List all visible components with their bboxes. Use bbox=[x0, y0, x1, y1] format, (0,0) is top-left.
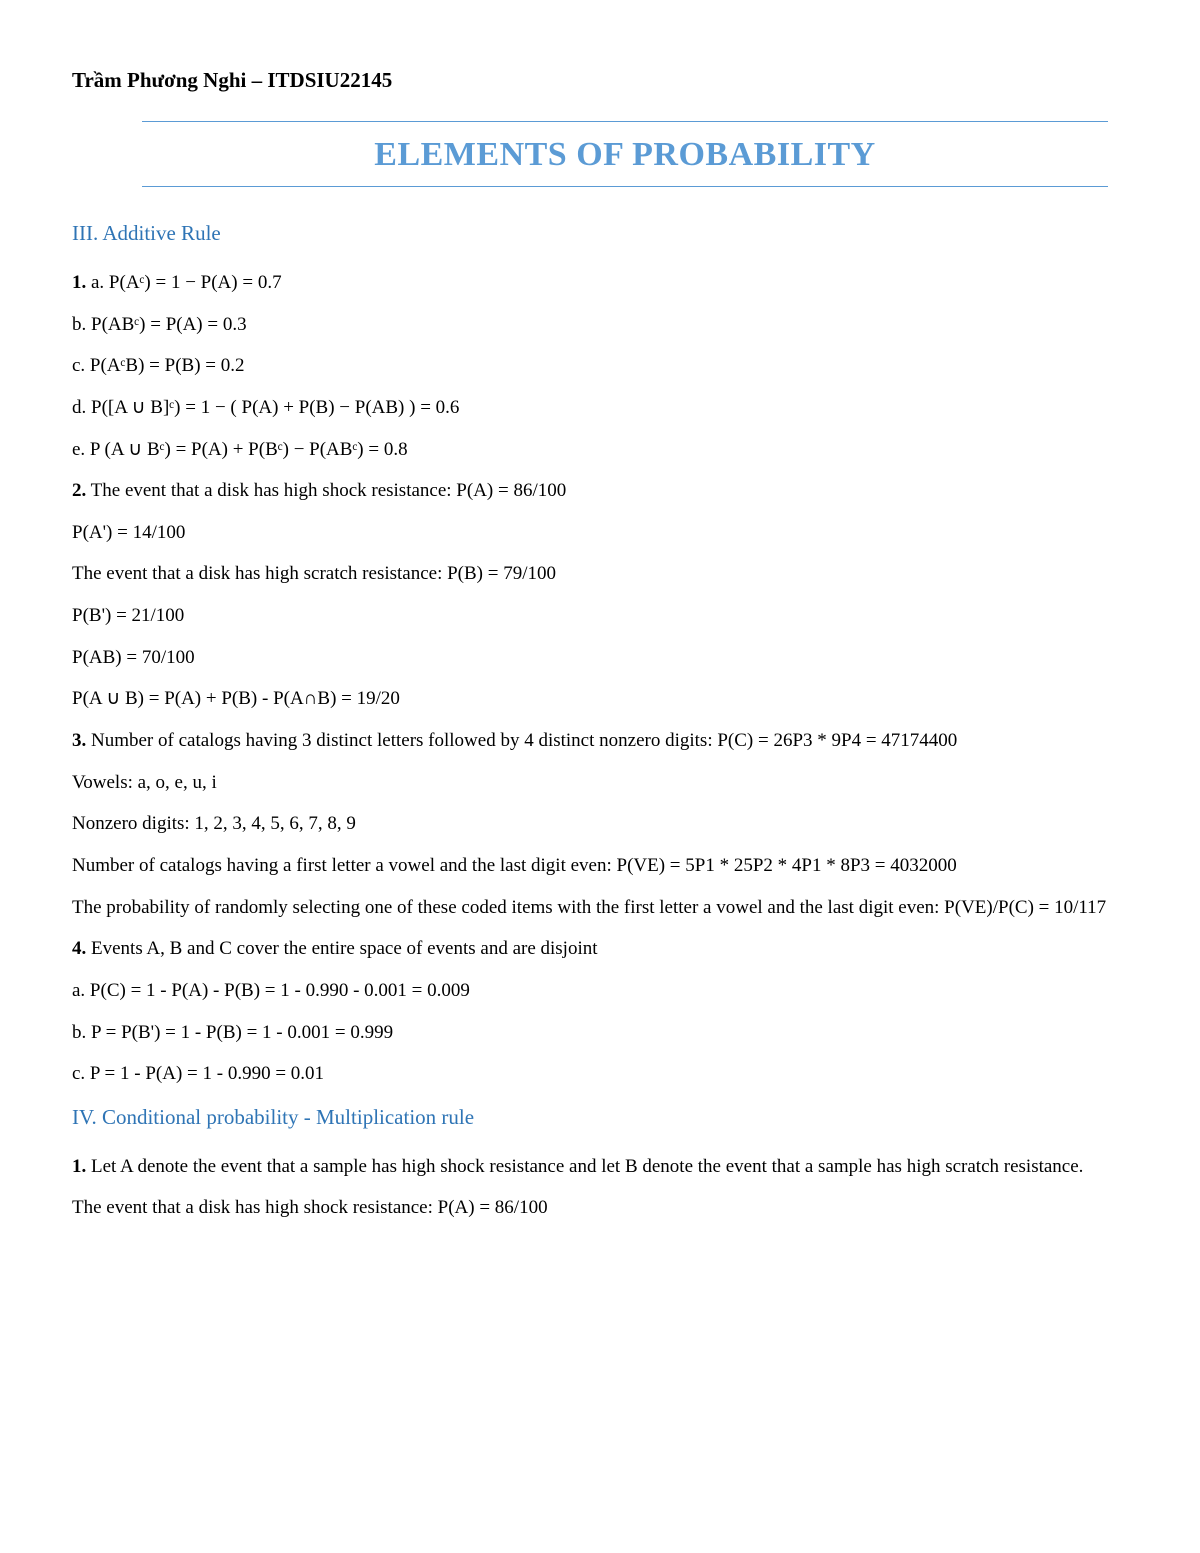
q3-line-3: Nonzero digits: 1, 2, 3, 4, 5, 6, 7, 8, … bbox=[72, 811, 1128, 837]
q1-line-c: c. P(AᶜB) = P(B) = 0.2 bbox=[72, 353, 1128, 379]
q2-line-3: The event that a disk has high scratch r… bbox=[72, 561, 1128, 587]
q4-number: 4. bbox=[72, 938, 86, 959]
title-rule-bottom bbox=[142, 186, 1108, 187]
section-3-heading: III. Additive Rule bbox=[72, 221, 1128, 246]
title-block: ELEMENTS OF PROBABILITY bbox=[142, 121, 1108, 187]
s4-q1-text: Let A denote the event that a sample has… bbox=[86, 1156, 1083, 1177]
q2-number: 2. bbox=[72, 480, 86, 501]
q4-text: Events A, B and C cover the entire space… bbox=[86, 938, 597, 959]
q1-line-a: 1. a. P(Aᶜ) = 1 − P(A) = 0.7 bbox=[72, 270, 1128, 296]
q3-line-5: The probability of randomly selecting on… bbox=[72, 895, 1128, 921]
q3-line-4: Number of catalogs having a first letter… bbox=[72, 853, 1128, 879]
q4-line-b: b. P = P(B') = 1 - P(B) = 1 - 0.001 = 0.… bbox=[72, 1020, 1128, 1046]
q4-line-a: a. P(C) = 1 - P(A) - P(B) = 1 - 0.990 - … bbox=[72, 978, 1128, 1004]
q1-number: 1. bbox=[72, 272, 86, 293]
s4-q1-number: 1. bbox=[72, 1156, 86, 1177]
document-header: Trầm Phương Nghi – ITDSIU22145 bbox=[72, 68, 1128, 93]
q3-text: Number of catalogs having 3 distinct let… bbox=[86, 730, 957, 751]
q4-line-c: c. P = 1 - P(A) = 1 - 0.990 = 0.01 bbox=[72, 1061, 1128, 1087]
section-4-heading: IV. Conditional probability - Multiplica… bbox=[72, 1105, 1128, 1130]
q2-line-6: P(A ∪ B) = P(A) + P(B) - P(A∩B) = 19/20 bbox=[72, 686, 1128, 712]
q3-line-2: Vowels: a, o, e, u, i bbox=[72, 770, 1128, 796]
q1-a-text: a. P(Aᶜ) = 1 − P(A) = 0.7 bbox=[86, 272, 281, 293]
s4-q1-line-1: 1. Let A denote the event that a sample … bbox=[72, 1154, 1128, 1180]
q4-line-1: 4. Events A, B and C cover the entire sp… bbox=[72, 936, 1128, 962]
document-title: ELEMENTS OF PROBABILITY bbox=[142, 122, 1108, 186]
q3-line-1: 3. Number of catalogs having 3 distinct … bbox=[72, 728, 1128, 754]
s4-q1-line-2: The event that a disk has high shock res… bbox=[72, 1195, 1128, 1221]
q2-line-1: 2. The event that a disk has high shock … bbox=[72, 478, 1128, 504]
q1-line-b: b. P(ABᶜ) = P(A) = 0.3 bbox=[72, 312, 1128, 338]
q3-number: 3. bbox=[72, 730, 86, 751]
q2-text: The event that a disk has high shock res… bbox=[86, 480, 566, 501]
q1-line-d: d. P([A ∪ B]ᶜ) = 1 − ( P(A) + P(B) − P(A… bbox=[72, 395, 1128, 421]
q2-line-4: P(B') = 21/100 bbox=[72, 603, 1128, 629]
q1-line-e: e. P (A ∪ Bᶜ) = P(A) + P(Bᶜ) − P(ABᶜ) = … bbox=[72, 437, 1128, 463]
q2-line-2: P(A') = 14/100 bbox=[72, 520, 1128, 546]
q2-line-5: P(AB) = 70/100 bbox=[72, 645, 1128, 671]
